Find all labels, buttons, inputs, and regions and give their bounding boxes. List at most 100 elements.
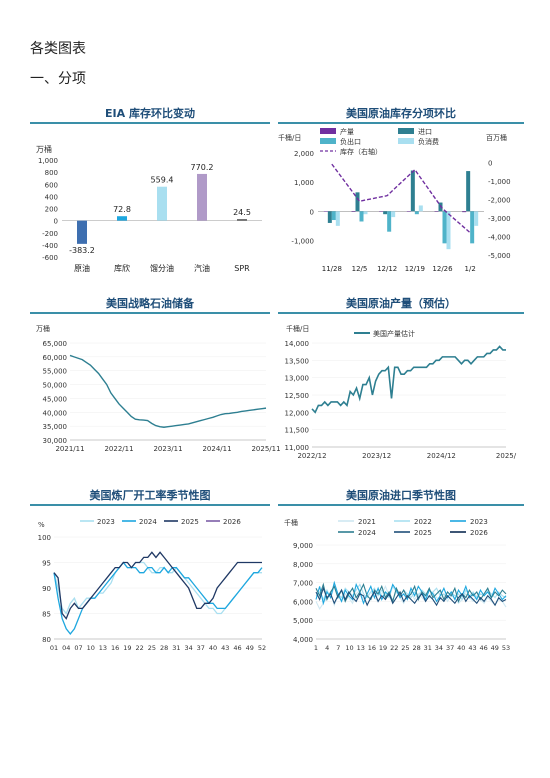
chart-title: 美国原油库存分项环比 <box>346 107 456 120</box>
y-tick-label: 60,000 <box>43 354 68 362</box>
chart-spr-reserve: 美国战略石油储备 万桶 30,000 35,000 40,000 45,000 50,00… <box>30 295 281 465</box>
bar <box>117 216 127 221</box>
y-axis-label: 千桶 <box>284 518 298 527</box>
data-label: 559.4 <box>151 176 174 185</box>
y-tick-label: -200 <box>42 230 58 238</box>
x-tick-label: 12/12 <box>377 265 397 273</box>
bar <box>442 211 447 244</box>
x-tick-label: 13 <box>357 644 365 652</box>
x-tick-label: 37 <box>446 644 454 652</box>
x-tick-label: 馏分油 <box>150 263 174 273</box>
x-tick-label: 46 <box>233 644 241 652</box>
x-tick-label: 原油 <box>74 263 90 273</box>
x-tick-label: 2021/11 <box>55 445 84 453</box>
x-tick-label: 13 <box>99 644 107 652</box>
chart-canvas: 千桶/日 11,000 11,500 12,000 12,500 13,000 13,500… <box>285 324 517 460</box>
x-tick-label: 40 <box>209 644 217 652</box>
y-tick-label-right: -1,000 <box>488 178 511 186</box>
y-tick-label: 55,000 <box>43 368 68 376</box>
x-tick-label: 2022/11 <box>104 445 133 453</box>
bar <box>157 186 167 221</box>
x-tick-label: 49 <box>491 644 499 652</box>
x-tick-label: SPR <box>234 264 250 273</box>
y-tick-label: 40,000 <box>43 409 68 417</box>
chart-canvas: 万桶 -600 -400 -200 0 200 400 600 800 1,000 -383.2 原油… <box>36 144 262 273</box>
x-tick-label: 12/26 <box>432 265 453 273</box>
x-tick-label: 11/28 <box>322 265 342 273</box>
y-tick-label: 11,500 <box>285 427 310 435</box>
x-tick-label: 34 <box>184 644 192 652</box>
legend-label: 美国产量估计 <box>373 329 415 338</box>
bar <box>359 211 364 222</box>
bar <box>237 219 247 221</box>
bar <box>434 211 439 212</box>
chart-canvas: 千桶/日 百万桶 -1,000 0 1,000 2,000 0 -1,000 -2,000 -3,… <box>278 127 511 273</box>
legend-label: 进口 <box>418 128 432 136</box>
legend-label: 2023 <box>97 518 115 526</box>
legend-label: 库存（右轴） <box>340 147 382 156</box>
bar <box>363 211 368 215</box>
x-tick-label: 52 <box>258 644 266 652</box>
y-tick-label: 95 <box>42 560 51 568</box>
bar <box>466 171 471 212</box>
x-tick-label: 2025/11 <box>251 445 280 453</box>
x-tick-label: 46 <box>480 644 488 652</box>
y-tick-label: 50,000 <box>43 382 68 390</box>
legend-label: 2023 <box>470 518 488 526</box>
chart-canvas: % 80 85 90 95 100 01 04 07 10 13 16 19 22 25 28 31 34 37 40… <box>38 518 267 652</box>
title-underline <box>278 504 524 506</box>
x-tick-label: 4 <box>325 644 329 652</box>
bar <box>331 211 336 221</box>
y-tick-label: 45,000 <box>43 395 68 403</box>
y-tick-label: 5,000 <box>293 617 313 625</box>
data-label: 72.8 <box>113 205 131 214</box>
y-tick-label: 65,000 <box>43 340 68 348</box>
y-axis-label-right: 百万桶 <box>486 133 507 142</box>
bar <box>335 211 340 226</box>
chart-title: 美国战略石油储备 <box>106 297 194 310</box>
x-tick-label: 12/19 <box>405 265 425 273</box>
y-tick-label: 85 <box>42 611 51 619</box>
y-tick-label: 90 <box>42 585 51 593</box>
bar <box>77 220 87 244</box>
chart-title: EIA 库存环比变动 <box>105 107 195 120</box>
y-axis-label: 千桶/日 <box>286 324 309 333</box>
x-tick-label: 2022/12 <box>297 452 326 460</box>
legend-label: 2025 <box>414 529 432 537</box>
x-tick-label: 25 <box>401 644 409 652</box>
legend-label: 2021 <box>358 518 376 526</box>
x-tick-label: 16 <box>368 644 376 652</box>
x-tick-label: 16 <box>111 644 119 652</box>
bar <box>410 170 415 212</box>
title-underline <box>30 122 270 124</box>
y-tick-label: -400 <box>42 242 58 250</box>
bar <box>474 211 479 226</box>
y-tick-label: 6,000 <box>293 598 313 606</box>
x-tick-label: 07 <box>74 644 82 652</box>
y-tick-label-left: -1,000 <box>291 237 314 245</box>
y-tick-label-right: -4,000 <box>488 233 511 241</box>
legend-label: 2024 <box>358 529 376 537</box>
bar <box>462 211 467 213</box>
bar <box>446 211 451 250</box>
bar <box>355 192 360 212</box>
legend-label: 2024 <box>139 518 157 526</box>
legend-label: 负消费 <box>418 137 439 146</box>
series-line <box>315 586 507 607</box>
x-tick-label: 7 <box>336 644 340 652</box>
title-underline <box>278 312 524 314</box>
x-tick-label: 31 <box>424 644 432 652</box>
data-label: 24.5 <box>233 208 251 217</box>
title-underline <box>278 122 524 124</box>
y-tick-label: 400 <box>45 193 58 201</box>
inventory-line <box>331 163 471 234</box>
x-tick-label: 10 <box>87 644 95 652</box>
bar <box>414 211 419 215</box>
y-tick-label-right: -2,000 <box>488 196 511 204</box>
x-tick-label: 22 <box>390 644 398 652</box>
y-tick-label-right: -3,000 <box>488 215 511 223</box>
bar <box>387 211 392 232</box>
x-tick-label: 1/2 <box>465 265 476 273</box>
y-axis-label: 万桶 <box>36 144 52 154</box>
legend-label: 2025 <box>181 518 199 526</box>
